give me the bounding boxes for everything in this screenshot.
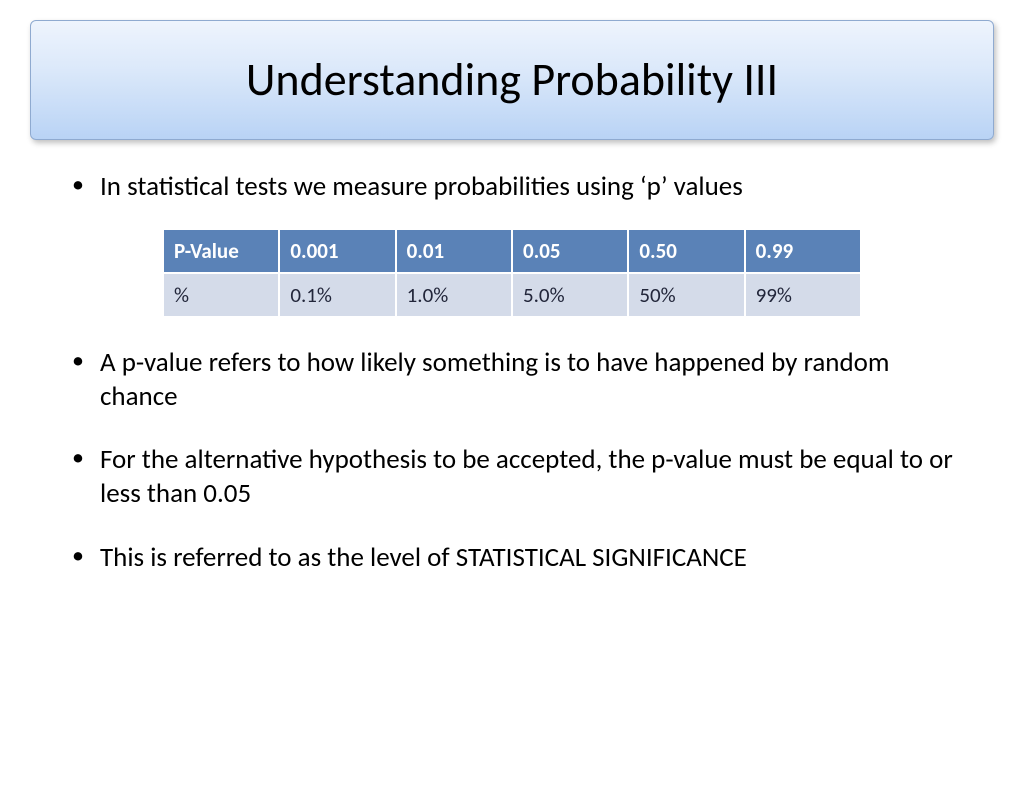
slide-title: Understanding Probability III bbox=[246, 52, 778, 108]
row-cell-label: % bbox=[163, 273, 279, 317]
bullet-list-2: A p-value refers to how likely something… bbox=[60, 346, 964, 414]
bullet-list: In statistical tests we measure probabil… bbox=[60, 170, 964, 204]
header-cell-1: 0.001 bbox=[279, 229, 395, 273]
row-cell-3: 5.0% bbox=[512, 273, 628, 317]
row-cell-4: 50% bbox=[628, 273, 744, 317]
row-cell-1: 0.1% bbox=[279, 273, 395, 317]
table-data-row: % 0.1% 1.0% 5.0% 50% 99% bbox=[163, 273, 861, 317]
header-cell-5: 0.99 bbox=[745, 229, 861, 273]
header-cell-3: 0.05 bbox=[512, 229, 628, 273]
slide-content: In statistical tests we measure probabil… bbox=[0, 140, 1024, 575]
slide-title-bar: Understanding Probability III bbox=[30, 20, 994, 140]
bullet-list-4: This is referred to as the level of STAT… bbox=[60, 541, 964, 575]
header-cell-2: 0.01 bbox=[396, 229, 512, 273]
header-cell-label: P-Value bbox=[163, 229, 279, 273]
table-header-row: P-Value 0.001 0.01 0.05 0.50 0.99 bbox=[163, 229, 861, 273]
bullet-1: In statistical tests we measure probabil… bbox=[60, 170, 964, 204]
header-cell-4: 0.50 bbox=[628, 229, 744, 273]
bullet-2: A p-value refers to how likely something… bbox=[60, 346, 964, 414]
pvalue-table-wrap: P-Value 0.001 0.01 0.05 0.50 0.99 % 0.1%… bbox=[60, 228, 964, 318]
row-cell-2: 1.0% bbox=[396, 273, 512, 317]
pvalue-table: P-Value 0.001 0.01 0.05 0.50 0.99 % 0.1%… bbox=[162, 228, 862, 318]
bullet-3: For the alternative hypothesis to be acc… bbox=[60, 443, 964, 511]
bullet-4: This is referred to as the level of STAT… bbox=[60, 541, 964, 575]
bullet-list-3: For the alternative hypothesis to be acc… bbox=[60, 443, 964, 511]
row-cell-5: 99% bbox=[745, 273, 861, 317]
